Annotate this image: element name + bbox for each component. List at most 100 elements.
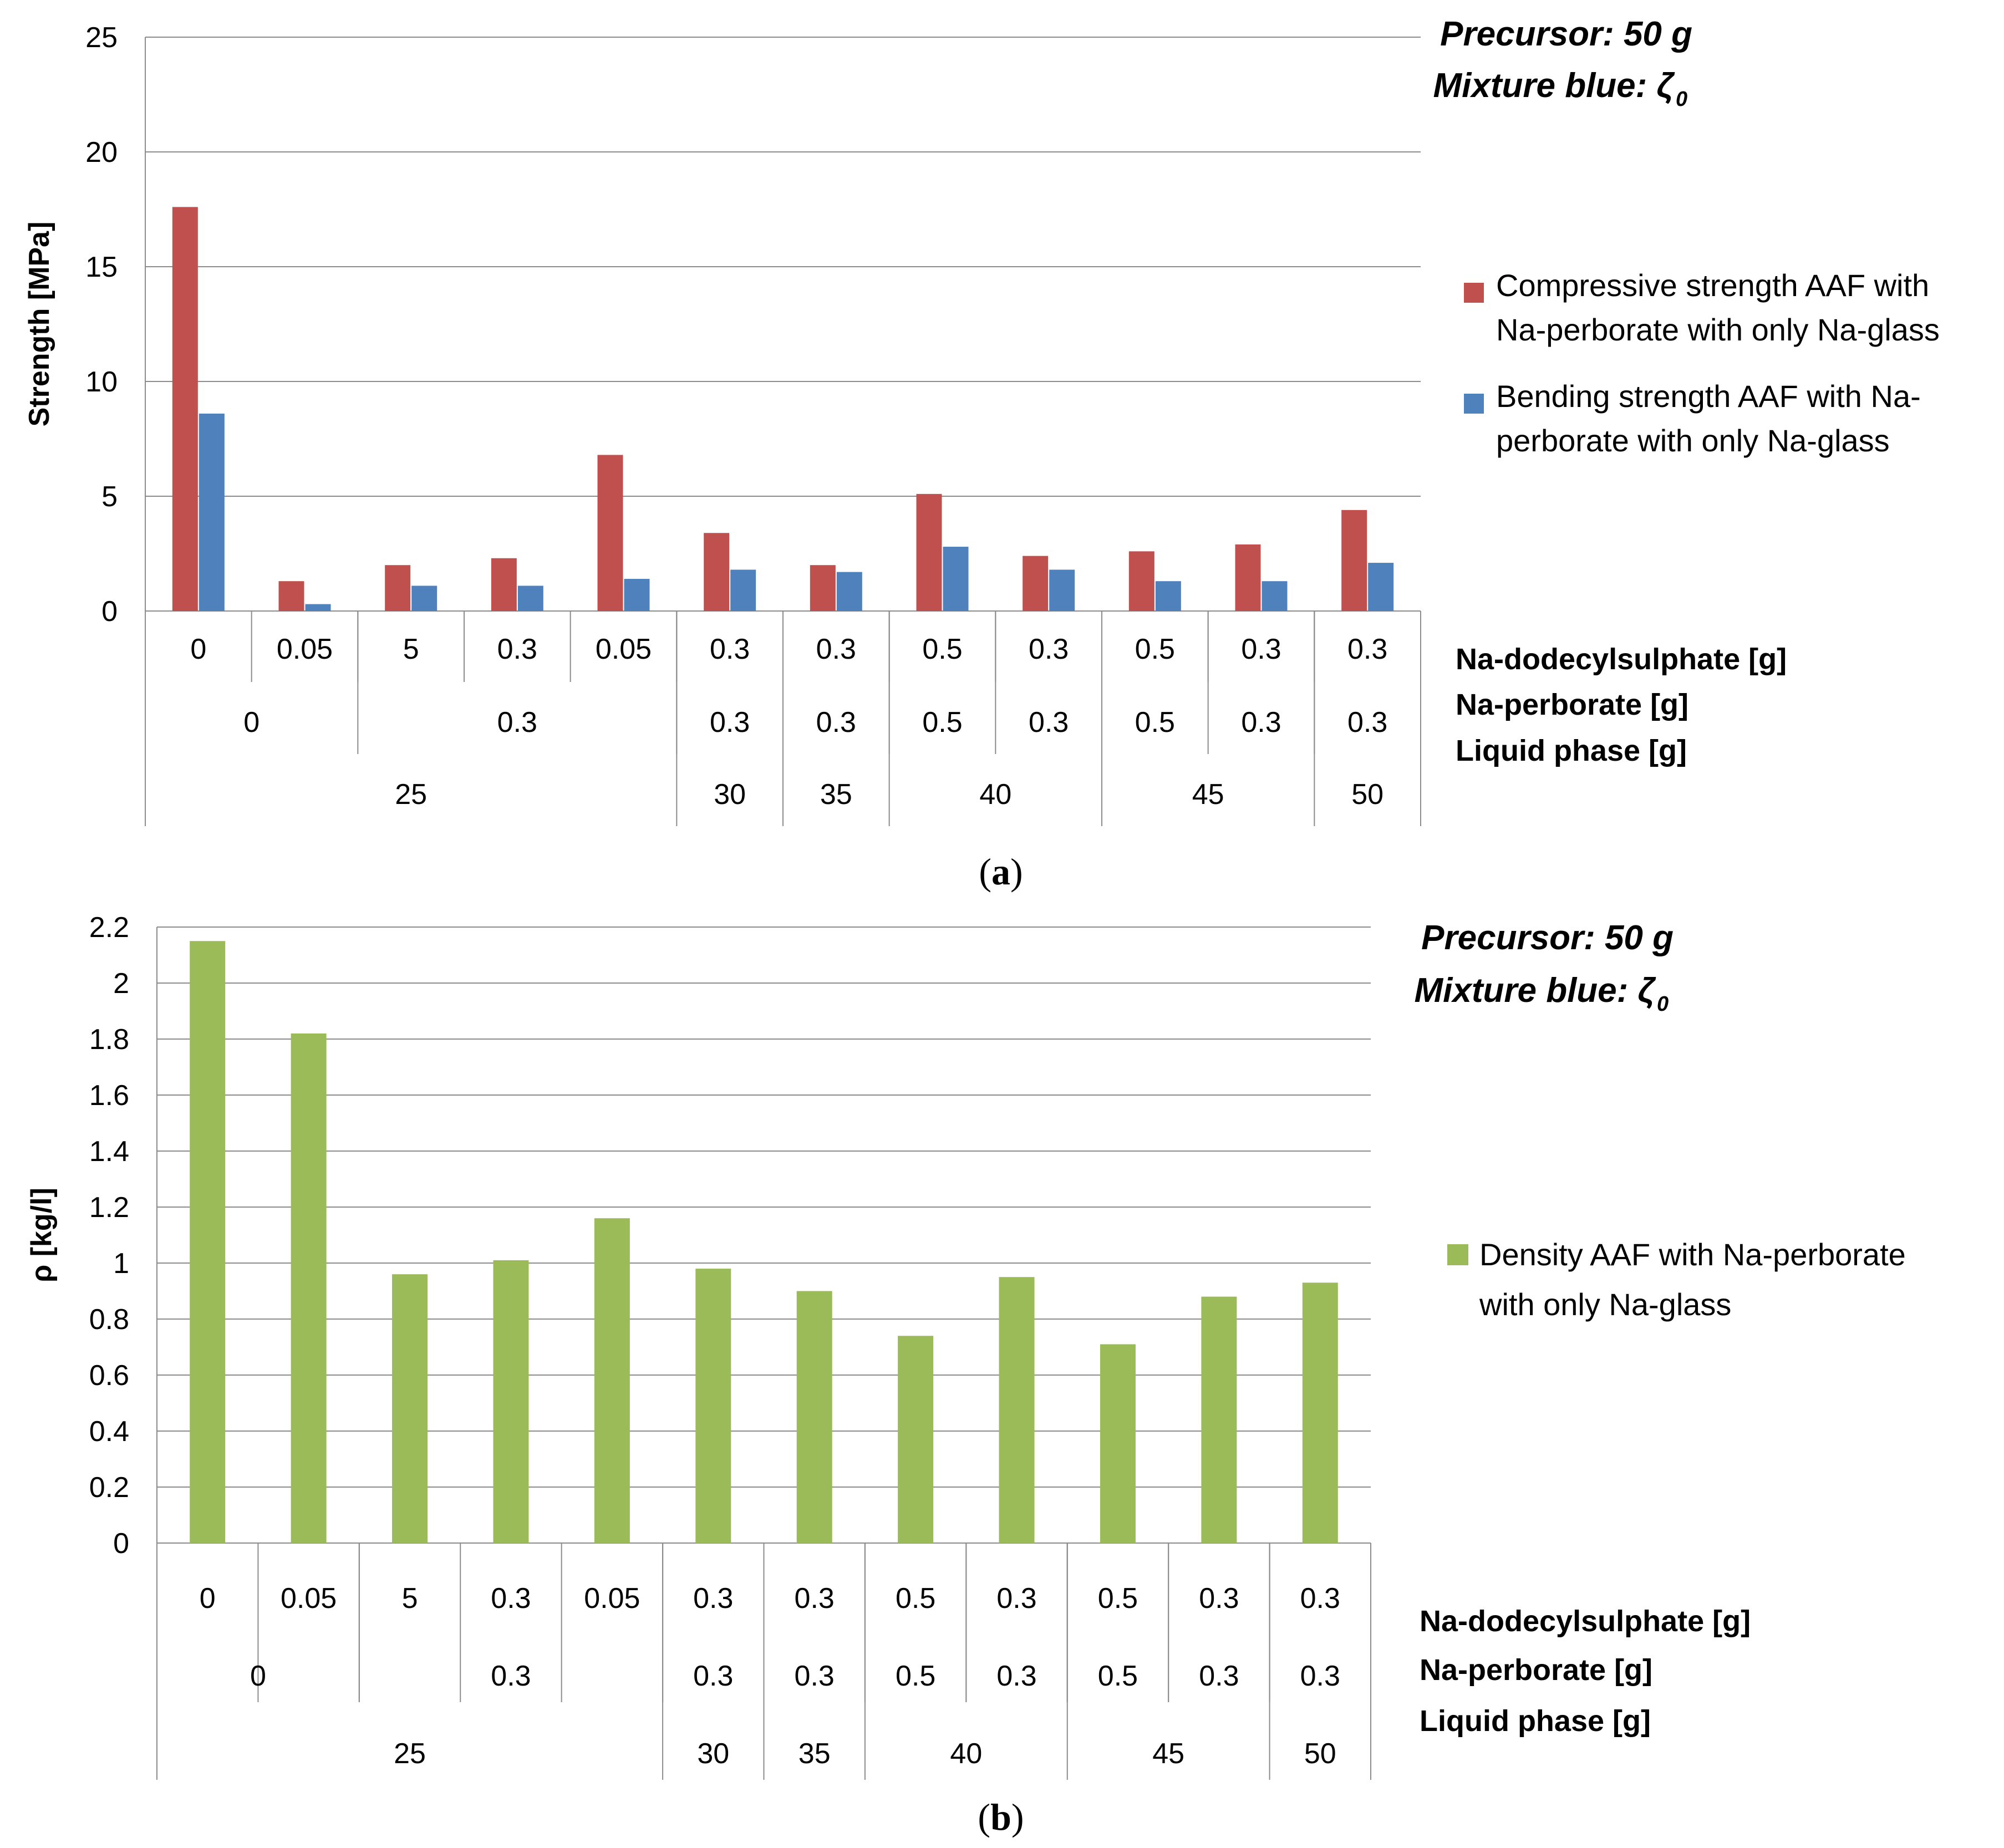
category-label: 0.5 [922,633,962,665]
category-label: 0.3 [1029,633,1069,665]
category-label: 0.3 [497,706,537,739]
y-tick-label: 0.2 [89,1472,129,1504]
category-label: 35 [820,778,852,811]
bar-2 [943,547,969,611]
category-label: 45 [1192,778,1224,811]
category-label: 5 [403,633,419,665]
bar-2 [199,413,225,611]
category-label: 0.5 [1098,1660,1138,1692]
bar-1 [1235,544,1261,611]
legend-swatch [1464,283,1484,303]
legend-swatch [1447,1244,1468,1265]
category-label: 0.3 [816,633,856,665]
category-level-name: Liquid phase [g] [1420,1704,1651,1738]
category-label: 50 [1304,1738,1336,1770]
bar-1 [278,581,304,611]
bar-2 [411,586,438,611]
category-label: 0 [190,633,206,665]
bar-1 [999,1277,1035,1543]
category-label: 0.3 [710,633,750,665]
category-label: 0.5 [896,1582,935,1615]
bar-1 [190,941,226,1543]
bar-1 [704,533,730,611]
category-level-name: Na-dodecylsulphate [g] [1456,643,1787,676]
bar-2 [517,586,543,611]
category-label: 25 [394,1738,426,1770]
category-label: 0.3 [1347,706,1387,739]
legend-label: with only Na-glass [1479,1287,1731,1322]
bar-1 [172,207,198,611]
category-level-name: Na-dodecylsulphate [g] [1420,1605,1751,1638]
legend-label: Density AAF with Na-perborate [1479,1237,1906,1272]
bar-2 [305,604,331,611]
category-label: 0.05 [281,1582,337,1615]
category-label: 0 [250,1660,266,1692]
bar-2 [1262,581,1288,611]
bar-1 [493,1260,529,1543]
category-level-name: Na-perborate [g] [1420,1653,1652,1687]
category-label: 25 [395,778,427,811]
category-label: 0.3 [491,1660,531,1692]
y-tick-label: 0.6 [89,1360,129,1392]
category-label: 0.3 [1199,1660,1239,1692]
category-label: 35 [798,1738,831,1770]
annotation-subscript: 0 [1657,992,1669,1016]
y-tick-label: 0.4 [89,1416,129,1448]
annotation-precursor: Precursor: 50 g [1440,15,1692,53]
y-tick-label: 1 [113,1248,129,1280]
bar-1 [1023,556,1049,611]
category-label: 0.3 [1300,1660,1340,1692]
annotation-subscript: 0 [1676,88,1687,111]
category-label: 40 [950,1738,982,1770]
bar-2 [1155,581,1181,611]
bar-1 [1201,1296,1237,1543]
bar-1 [392,1274,428,1543]
y-tick-label: 0.8 [89,1304,129,1336]
caption-part: ( [979,851,991,893]
legend-swatch [1464,394,1484,414]
annotation-mixture: Mixture blue: ζ [1414,971,1656,1010]
y-tick-label: 5 [101,481,118,513]
category-label: 0.5 [922,706,962,739]
y-tick-label: 1.2 [89,1192,129,1224]
category-label: 0.5 [1135,633,1175,665]
category-label: 5 [402,1582,418,1615]
caption-part: ) [1010,851,1023,893]
category-label: 0.3 [816,706,856,739]
annotation-mixture: Mixture blue: ζ [1433,67,1675,105]
legend-label: Na-perborate with only Na-glass [1496,312,1940,347]
y-tick-label: 25 [85,22,118,54]
bar-1 [491,558,517,611]
category-label: 0.5 [1098,1582,1138,1615]
bar-1 [1128,551,1154,611]
chart-panel-b: 0 0.2 0.4 0.6 0.8 1 1.2 1.4 1.6 1.8 2 2.2 ρ [kg/l] 0 0… [26,912,1906,1838]
category-label: 0.3 [996,1660,1036,1692]
y-tick-label: 2.2 [89,912,129,944]
bar-1 [1100,1344,1136,1543]
category-label: 0.3 [1199,1582,1239,1615]
bar-1 [594,1218,630,1543]
category-label: 0.3 [1347,633,1387,665]
bar-2 [730,569,756,611]
category-label: 0.3 [1029,706,1069,739]
category-label: 0.3 [491,1582,531,1615]
bar-1 [916,493,942,611]
category-label: 0 [200,1582,216,1615]
y-tick-label: 1.6 [89,1080,129,1112]
bar-1 [796,1291,832,1543]
category-label: 0.3 [795,1582,835,1615]
category-label: 0.3 [1241,706,1281,739]
bar-1 [898,1336,934,1543]
chart-panel-a: 0 5 10 15 20 25 Strength [MPa] 0 0.05 5 0.3 0.05 0.3… [23,15,1940,893]
bar-1 [1341,510,1367,611]
bar-2 [1049,569,1075,611]
panel-caption: (a) [979,851,1023,893]
y-tick-label: 15 [85,251,118,283]
bar-2 [624,579,650,611]
category-label: 0.05 [277,633,333,665]
category-label: 0 [243,706,260,739]
category-label: 0.3 [693,1582,733,1615]
category-label: 0.3 [795,1660,835,1692]
category-label: 0.3 [710,706,750,739]
